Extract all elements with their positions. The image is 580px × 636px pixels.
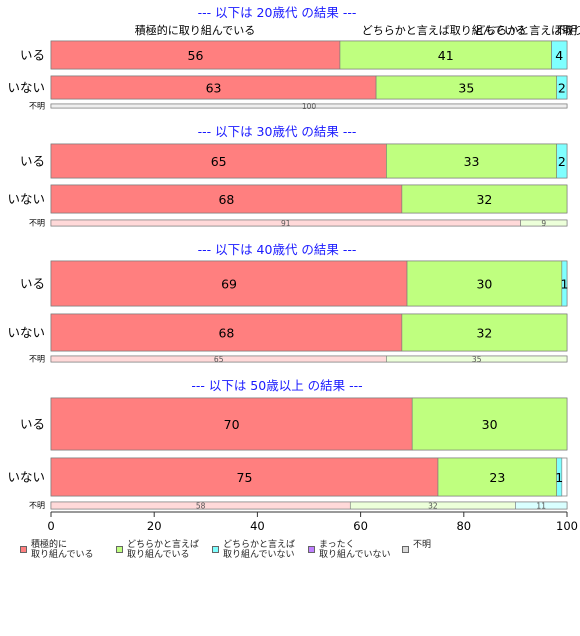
header-label-1: 積極的に取り組んでいる [135,23,255,37]
data-label-1-1-3: 4 [555,48,563,63]
data-label-1-2-3: 2 [558,81,566,96]
bar-segment-1-1-1 [50,40,341,70]
bar-segment-4-2-3 [556,457,563,497]
data-label-1-2-1: 63 [206,81,222,96]
data-label-2-3-2: 9 [541,219,546,228]
bar-segment-1-2-3 [556,75,568,100]
data-label-3-3-1: 65 [214,355,224,364]
row-label-4-2: いない [7,470,45,485]
bar-segment-3-2-1 [50,313,403,352]
bar-segment-2-1-2 [386,143,557,179]
data-label-4-2-2: 23 [489,470,505,485]
data-label-1-2-2: 35 [458,81,474,96]
bar-segment-3-2-2 [401,313,568,352]
legend-swatch-1 [20,546,27,553]
data-label-3-2-2: 32 [476,326,492,341]
data-label-4-3-2: 32 [428,502,438,511]
bar-segment-4-1-2 [411,397,568,451]
panel-title-3: --- 以下は 40歳代 の結果 --- [198,242,357,257]
x-tick-label-2: 20 [147,519,162,533]
bar-segment-2-3-2 [520,219,568,227]
x-tick-label-1: 0 [47,519,54,533]
x-tick-label-3: 40 [250,519,265,533]
header-label-4: 不明 [555,24,577,37]
bar-segment-3-1-1 [50,260,408,307]
legend-item-3: どちらかと言えば 取り組んでいない [212,540,295,560]
x-tick-label-6: 100 [556,519,578,533]
bar-segment-1-1-3 [551,40,568,70]
legend-swatch-2 [116,546,123,553]
data-label-2-3-1: 91 [281,219,291,228]
data-label-3-1-3: 1 [560,277,568,292]
data-label-2-1-2: 33 [464,154,480,169]
legend-item-1: 積極的に 取り組んでいる [20,540,94,560]
legend-label-1: 積極的に 取り組んでいる [31,540,94,560]
legend-item-2: どちらかと言えば 取り組んでいる [116,540,199,560]
x-tick-label-5: 80 [456,519,471,533]
row-label-4-3: 不明 [29,501,45,510]
row-label-2-2: いない [7,192,45,207]
data-label-3-1-1: 69 [221,277,237,292]
legend-swatch-4 [308,546,315,553]
bar-segment-2-2-1 [50,184,403,214]
legend-swatch-5 [402,546,409,553]
legend-label-5: 不明 [413,540,432,550]
data-label-4-3-3: 11 [536,502,546,511]
legend-item-5: 不明 [402,540,431,553]
panel-title-2: --- 以下は 30歳代 の結果 --- [198,124,357,139]
bar-segment-2-1-3 [556,143,568,179]
header-label-2: どちらかと言えば取り組んでいる [362,24,526,37]
bar-segment-3-3-2 [386,355,568,363]
row-label-1-2: いない [7,80,45,95]
data-label-4-2-3: 1 [555,470,563,485]
data-label-4-3-1: 58 [196,502,206,511]
bar-segment-1-1-2 [339,40,552,70]
data-label-4-1-1: 70 [224,417,240,432]
data-label-1-1-2: 41 [438,48,454,63]
legend-swatch-3 [212,546,219,553]
row-label-3-3: 不明 [29,355,45,364]
row-label-2-3: 不明 [29,219,45,228]
x-tick-label-4: 60 [353,519,368,533]
legend-item-4: まったく 取り組んでいない [308,540,391,560]
data-label-2-1-1: 65 [211,154,227,169]
bar-segment-3-1-3 [561,260,568,307]
data-label-3-2-1: 68 [218,326,234,341]
data-label-2-2-2: 32 [476,192,492,207]
row-label-1-3: 不明 [29,102,45,111]
data-label-1-1-1: 56 [188,48,204,63]
bar-segment-3-1-2 [406,260,563,307]
bar-segment-2-1-1 [50,143,387,179]
data-label-3-1-2: 30 [476,277,492,292]
bar-segment-4-2-2 [437,457,557,497]
data-label-2-2-1: 68 [218,192,234,207]
legend-label-4: まったく 取り組んでいない [319,540,391,560]
data-label-2-1-3: 2 [558,154,566,169]
legend-label-3: どちらかと言えば 取り組んでいない [223,540,296,560]
row-label-3-2: いない [7,325,45,340]
panel-title-4: --- 以下は 50歳以上 の結果 --- [191,378,362,393]
bar-segment-4-3-3 [515,501,568,510]
data-label-3-3-2: 35 [472,355,482,364]
legend-label-2: どちらかと言えば 取り組んでいる [127,540,200,560]
bar-segment-4-2-1 [50,457,439,497]
row-label-1-1: いる [20,48,45,63]
data-label-4-2-1: 75 [237,470,253,485]
panel-title-1: --- 以下は 20歳代 の結果 --- [198,5,357,20]
legend: 積極的に 取り組んでいる どちらかと言えば 取り組んでいる どちらかと言えば 取… [20,540,580,570]
bar-segment-4-1-1 [50,397,413,451]
row-label-3-1: いる [20,276,45,291]
row-label-4-1: いる [20,417,45,432]
data-label-4-1-2: 30 [482,417,498,432]
data-label-1-3-5: 100 [302,102,317,111]
bar-segment-1-3-5 [50,103,568,109]
row-label-2-1: いる [20,154,45,169]
bar-segment-2-2-2 [401,184,568,214]
